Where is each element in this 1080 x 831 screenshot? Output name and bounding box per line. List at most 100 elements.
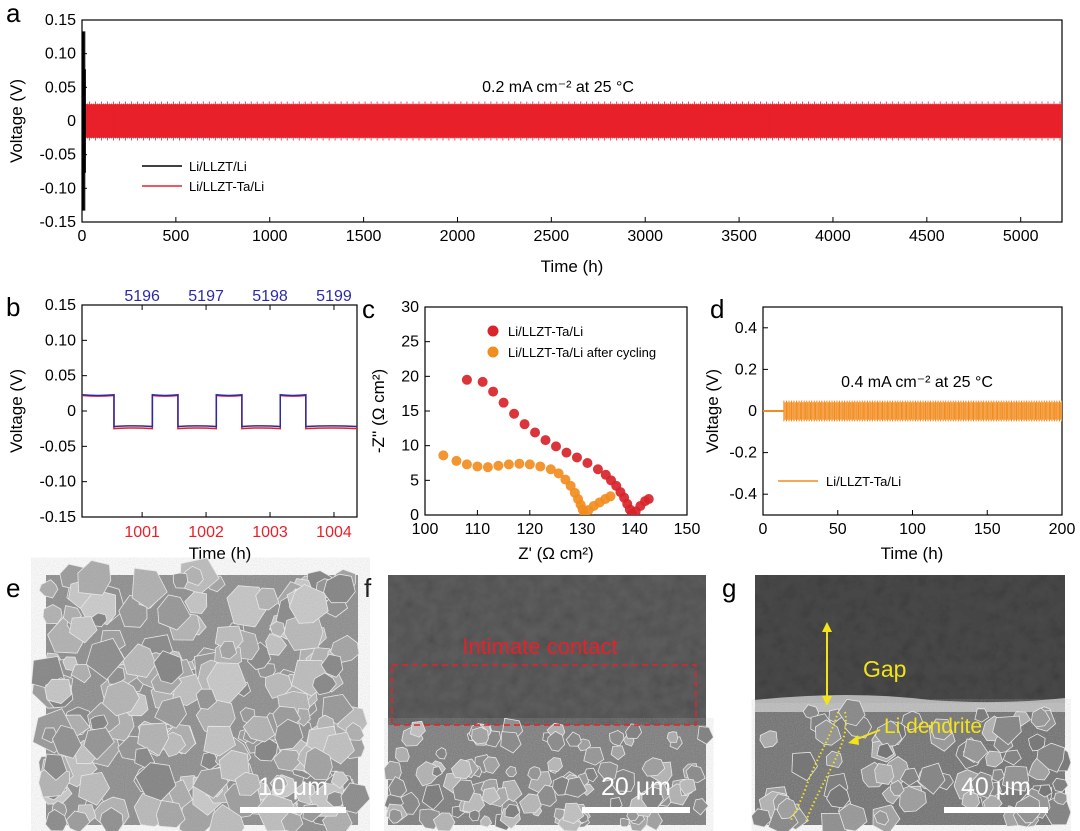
sem-grain bbox=[776, 797, 798, 820]
sem-grain bbox=[172, 572, 189, 589]
y-tick-label: 5 bbox=[410, 472, 419, 489]
sem-grain bbox=[326, 791, 345, 808]
sem-grain bbox=[435, 747, 447, 760]
legend-marker-red bbox=[487, 325, 499, 337]
data-point-fresh bbox=[519, 419, 530, 430]
sem-grain bbox=[265, 633, 288, 656]
y-tick-label: 30 bbox=[401, 299, 419, 316]
data-point-after-cycling bbox=[545, 464, 556, 475]
sem-grain bbox=[99, 807, 124, 831]
contact-region-box bbox=[391, 664, 697, 726]
y-tick-label: 0.15 bbox=[45, 12, 76, 29]
legend-entry: Li/LLZT/Li bbox=[189, 159, 247, 174]
sem-grain bbox=[51, 724, 83, 759]
sem-grain bbox=[610, 745, 626, 761]
series-line-li-llzt-ta bbox=[783, 400, 1062, 422]
legend-entry: Li/LLZT-Ta/Li bbox=[508, 324, 583, 339]
legend: Li/LLZT/Li Li/LLZT-Ta/Li bbox=[142, 159, 264, 194]
sem-grain bbox=[42, 604, 63, 625]
sem-grain bbox=[565, 731, 582, 747]
sem-grain bbox=[1053, 791, 1068, 805]
y-tick-label: 0 bbox=[67, 403, 76, 420]
panel-label-d: d bbox=[710, 294, 724, 324]
sem-grain bbox=[288, 583, 329, 624]
sem-grain bbox=[137, 722, 170, 757]
sem-grain bbox=[195, 688, 218, 710]
sem-grain bbox=[970, 771, 994, 799]
sem-grain bbox=[312, 672, 337, 696]
gap-arrow-head-top bbox=[822, 622, 832, 632]
x-tick-label: 200 bbox=[1049, 521, 1076, 538]
sem-grain bbox=[340, 782, 371, 814]
sem-grain bbox=[1001, 765, 1030, 792]
x-tick-label: 130 bbox=[569, 521, 596, 538]
data-point-fresh bbox=[643, 494, 654, 505]
x-tick-label: 0 bbox=[759, 521, 768, 538]
x-tick-label-bottom: 1002 bbox=[188, 524, 224, 541]
panel-label-f: f bbox=[364, 573, 372, 603]
sem-grain bbox=[814, 719, 842, 746]
x-axis-label: Z' (Ω cm²) bbox=[518, 544, 593, 563]
sem-grain bbox=[450, 758, 473, 780]
y-tick-label: -0.15 bbox=[40, 509, 77, 526]
current-density-annotation: 0.2 mA cm⁻² at 25 °C bbox=[482, 79, 634, 96]
sem-grain bbox=[83, 727, 115, 761]
sem-grain bbox=[500, 731, 522, 754]
sem-grain bbox=[157, 594, 192, 631]
y-tick-label: 0.4 bbox=[735, 320, 757, 337]
sem-grain bbox=[254, 737, 279, 762]
sem-grain bbox=[985, 750, 1004, 768]
legend-entry: Li/LLZT-Ta/Li after cycling bbox=[508, 345, 656, 360]
y-axis-label: Voltage (V) bbox=[7, 369, 26, 453]
series-line-blue bbox=[82, 393, 357, 428]
sem-grain bbox=[471, 726, 489, 745]
x-tick-label: 4000 bbox=[815, 228, 851, 245]
x-tick-label-bottom: 1004 bbox=[316, 524, 352, 541]
sem-grain bbox=[481, 787, 501, 806]
panel-b-chart: 0.15 0.10 0.05 0 -0.05 -0.10 -0.15 1001 1002 100… bbox=[7, 288, 358, 563]
sem-grain bbox=[415, 761, 440, 787]
sem-grain bbox=[562, 802, 585, 824]
x-tick-label-bottom: 1001 bbox=[124, 524, 160, 541]
data-point-after-cycling bbox=[451, 455, 462, 466]
sem-grain bbox=[685, 765, 706, 783]
y-tick-label: -0.15 bbox=[40, 214, 77, 231]
panel-f-sem-image: Intimate contact 20 μm bbox=[383, 575, 714, 831]
sem-grain bbox=[280, 811, 304, 831]
x-tick-label: 5000 bbox=[1003, 228, 1039, 245]
data-point-fresh bbox=[530, 427, 541, 438]
scale-bar-label: 40 μm bbox=[961, 773, 1031, 801]
dendrite-outline bbox=[789, 711, 847, 823]
x-tick-label: 1500 bbox=[346, 228, 382, 245]
panel-label-e: e bbox=[6, 573, 20, 603]
x-tick-label: 140 bbox=[621, 521, 648, 538]
data-point-fresh bbox=[582, 458, 593, 468]
legend-marker-orange bbox=[487, 346, 499, 358]
data-point-fresh bbox=[561, 447, 572, 458]
sem-grain bbox=[153, 650, 184, 685]
scale-bar-label: 20 μm bbox=[601, 773, 671, 801]
y-tick-label: -0.2 bbox=[729, 445, 757, 462]
x-axis-label: Time (h) bbox=[541, 257, 604, 276]
x-tick-label-top: 5199 bbox=[316, 288, 352, 305]
x-tick-label: 500 bbox=[163, 228, 190, 245]
data-point-fresh bbox=[477, 376, 488, 387]
sem-grain bbox=[77, 560, 112, 596]
plot-frame bbox=[81, 304, 358, 518]
sem-grain bbox=[432, 812, 456, 831]
sem-grain bbox=[504, 803, 521, 819]
sem-grain bbox=[751, 808, 772, 828]
y-tick-label: 0.10 bbox=[45, 46, 76, 63]
x-axis-label: Time (h) bbox=[881, 544, 944, 563]
data-point-fresh bbox=[498, 397, 509, 408]
sem-grain bbox=[70, 663, 92, 684]
data-point-after-cycling bbox=[514, 458, 525, 469]
sem-grain bbox=[874, 763, 895, 785]
panel-e-sem-image: 10 μm bbox=[30, 557, 371, 831]
x-tick-label: 0 bbox=[78, 228, 87, 245]
sem-grain bbox=[547, 757, 563, 772]
data-point-after-cycling bbox=[493, 460, 504, 471]
sem-grain bbox=[38, 579, 59, 599]
sem-grain bbox=[826, 784, 851, 809]
